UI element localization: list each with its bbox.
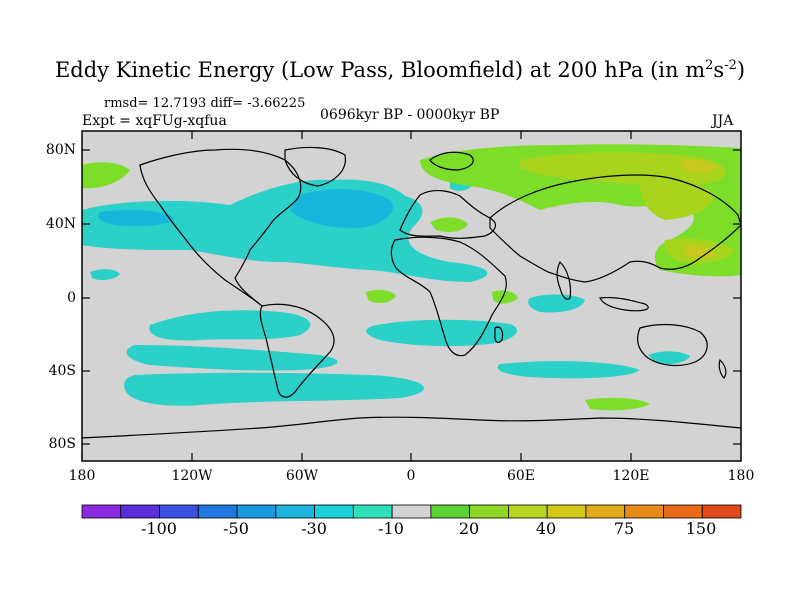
colorbar-box [81, 504, 122, 519]
time-period-label: 0696kyr BP - 0000kyr BP [320, 107, 500, 123]
lat-label-0: 0 [67, 290, 76, 306]
colorbar-box [159, 504, 199, 519]
colorbar-box [275, 504, 315, 519]
colorbar-label: -50 [223, 519, 249, 538]
negative-anomaly-region [497, 361, 640, 379]
colorbar-box [314, 504, 354, 519]
figure-title: Eddy Kinetic Energy (Low Pass, Bloomfiel… [54, 58, 746, 82]
lat-label-80s: 80S [48, 436, 76, 452]
positive-anomaly-region [520, 152, 726, 187]
colorbar-box [508, 504, 548, 519]
colorbar-label: 40 [535, 519, 557, 538]
asia-coast [489, 174, 741, 283]
lat-label-40n: 40N [45, 216, 76, 232]
coastlines [82, 146, 741, 439]
colorbar-box [236, 504, 277, 519]
longitude-ticks [81, 131, 632, 461]
madagascar-coast [494, 326, 504, 344]
colorbar-label: 75 [613, 519, 635, 538]
africa-coast [390, 236, 507, 357]
lon-label-120w: 120W [171, 468, 213, 484]
negative-anomaly-region [648, 351, 690, 364]
season-label: JJA [712, 113, 734, 129]
colorbar-label: -30 [301, 519, 327, 538]
colorbar-box [391, 504, 432, 519]
colorbar-label: 20 [458, 519, 480, 538]
ek-anomaly-field [82, 144, 741, 411]
colorbar-box [624, 504, 664, 519]
greenland-coast [284, 146, 346, 187]
negative-anomaly-core [98, 210, 175, 227]
colorbar-label: 150 [685, 519, 717, 538]
colorbar-box [701, 504, 742, 519]
positive-anomaly-region [492, 290, 518, 304]
positive-anomaly-region [430, 217, 468, 232]
lon-label-120e: 120E [612, 468, 650, 484]
latitude-ticks [82, 149, 741, 445]
negative-anomaly-region [124, 372, 424, 406]
antarctica-coast [82, 416, 741, 439]
australia-coast [637, 323, 708, 367]
lat-label-80n: 80N [45, 142, 76, 158]
lon-label-60w: 60W [285, 468, 319, 484]
positive-anomaly-region [366, 289, 396, 304]
new-zealand-coast [718, 358, 727, 379]
colorbar-box [352, 504, 393, 519]
india-coast [556, 260, 572, 300]
colorbar-label: -10 [378, 519, 404, 538]
colorbar-box [120, 504, 160, 519]
indonesia-coast [599, 296, 649, 312]
colorbar-box [546, 504, 587, 519]
south-america-coast [259, 303, 335, 398]
positive-anomaly-region [639, 178, 715, 220]
north-america-coast [139, 148, 302, 307]
negative-anomaly-core [290, 188, 394, 229]
colorbar [81, 504, 742, 519]
positive-anomaly-region [82, 162, 130, 189]
lat-label-40s: 40S [48, 363, 76, 379]
colorbar-box [197, 504, 238, 519]
experiment-label: Expt = xqFUg-xqfua [82, 113, 227, 129]
negative-anomaly-region [528, 294, 585, 313]
positive-anomaly-region [685, 244, 715, 259]
colorbar-label: -100 [141, 519, 177, 538]
negative-anomaly-region [126, 345, 338, 371]
lon-label-0: 0 [406, 468, 416, 484]
positive-anomaly-region [680, 159, 718, 173]
arctic-islands-coast [429, 151, 474, 171]
negative-anomaly-region [149, 310, 311, 341]
negative-anomaly-region [90, 269, 120, 281]
colorbar-box [430, 504, 471, 519]
colorbar-box [585, 504, 626, 519]
positive-anomaly-region [585, 397, 650, 411]
colorbar-box [469, 504, 509, 519]
lon-label-180e: 180 [727, 468, 755, 484]
lon-label-180w: 180 [68, 468, 96, 484]
lon-label-60e: 60E [506, 468, 536, 484]
colorbar-box [663, 504, 703, 519]
rmsd-diff-stats: rmsd= 12.7193 diff= -3.66225 [104, 96, 306, 111]
